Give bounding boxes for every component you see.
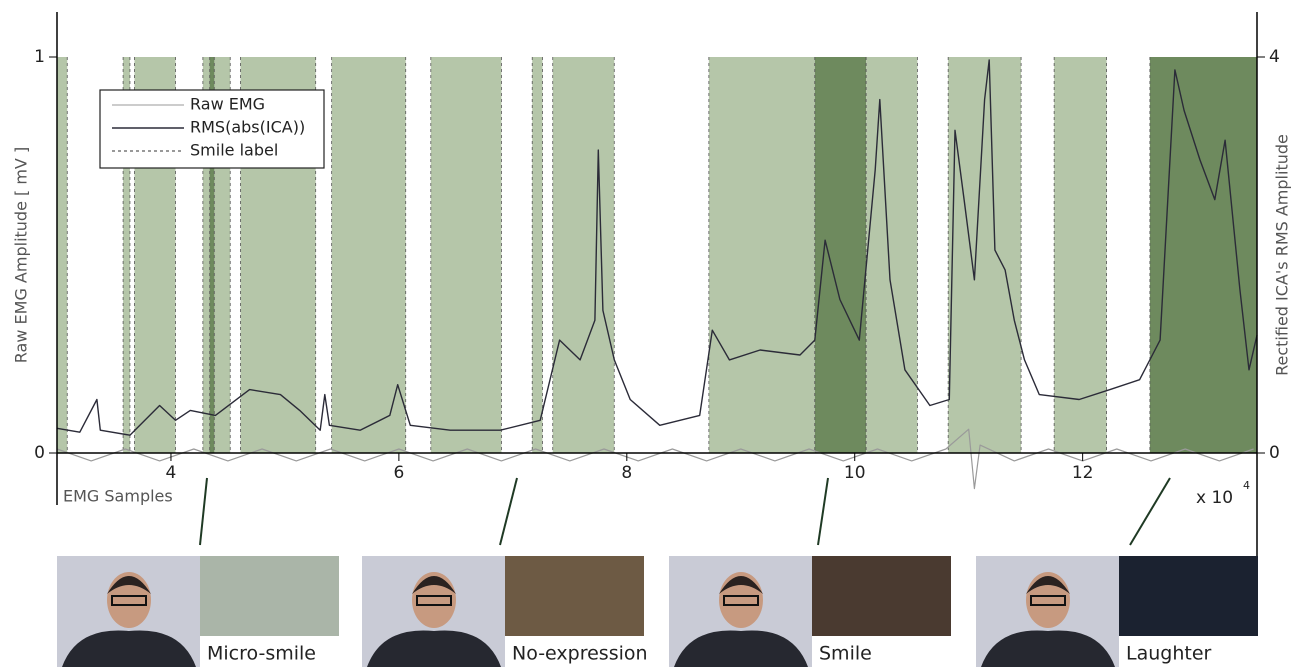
stimulus-photo <box>812 556 951 636</box>
figure: Raw EMG Amplitude [ mV ] Rectified ICA's… <box>0 0 1295 667</box>
y2-tick-label: 4 <box>1269 47 1280 67</box>
smile-region <box>332 57 406 453</box>
photo-panel: No-expression <box>362 556 648 667</box>
stimulus-photo <box>200 556 339 636</box>
panel-caption: Smile <box>819 643 872 665</box>
x-scale-exponent: 4 <box>1243 479 1250 492</box>
y-tick-label: 1 <box>34 47 45 67</box>
connectors <box>200 478 1170 545</box>
legend-text: Smile label <box>190 141 278 160</box>
x-axis-label: EMG Samples <box>63 487 173 506</box>
legend-text: RMS(abs(ICA)) <box>190 118 305 137</box>
connector <box>200 478 207 545</box>
x-tick-label: 6 <box>393 463 404 483</box>
stimulus-photo <box>505 556 644 636</box>
smile-region <box>948 57 1021 453</box>
stimulus-photo <box>1119 556 1258 636</box>
smile-region <box>553 57 615 453</box>
smile-region <box>866 57 917 453</box>
x-tick-label: 8 <box>621 463 632 483</box>
highlight-region <box>815 57 866 453</box>
smile-region <box>57 57 67 453</box>
legend-text: Raw EMG <box>190 95 265 114</box>
smile-region <box>532 57 542 453</box>
panels: Micro-smile No-expression Smile Laughter <box>57 556 1258 667</box>
x-scale-label: x 10 <box>1196 488 1233 508</box>
connector <box>500 478 517 545</box>
photo-panel: Smile <box>669 556 951 667</box>
panel-caption: No-expression <box>512 643 648 665</box>
connector <box>1130 478 1170 545</box>
panel-caption: Laughter <box>1126 643 1212 665</box>
x-tick-label: 10 <box>844 463 866 483</box>
y-tick-label: 0 <box>34 443 45 463</box>
highlight-region <box>1150 57 1257 453</box>
legend: Raw EMG RMS(abs(ICA)) Smile label <box>100 90 324 168</box>
photo-panel: Laughter <box>976 556 1258 667</box>
photo-panel: Micro-smile <box>57 556 339 667</box>
y-axis-label: Raw EMG Amplitude [ mV ] <box>12 147 31 363</box>
smile-region <box>709 57 815 453</box>
connector <box>818 478 828 545</box>
smile-region <box>431 57 502 453</box>
x-tick-label: 4 <box>166 463 177 483</box>
y2-axis-label: Rectified ICA's RMS Amplitude <box>1273 134 1292 376</box>
y2-tick-label: 0 <box>1269 443 1280 463</box>
panel-caption: Micro-smile <box>207 643 316 665</box>
x-tick-label: 12 <box>1072 463 1094 483</box>
